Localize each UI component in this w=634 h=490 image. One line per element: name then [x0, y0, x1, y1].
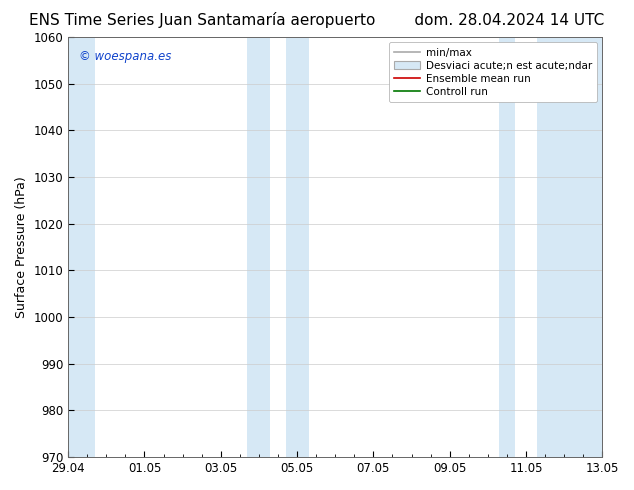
Bar [68, 37, 95, 457]
Bar [286, 37, 309, 457]
Legend: min/max, Desviaci acute;n est acute;ndar, Ensemble mean run, Controll run: min/max, Desviaci acute;n est acute;ndar… [389, 42, 597, 102]
Text: © woespana.es: © woespana.es [79, 50, 171, 63]
Bar [247, 37, 270, 457]
Bar [500, 37, 515, 457]
Text: ENS Time Series Juan Santamaría aeropuerto        dom. 28.04.2024 14 UTC: ENS Time Series Juan Santamaría aeropuer… [29, 12, 605, 28]
Bar [538, 37, 602, 457]
Y-axis label: Surface Pressure (hPa): Surface Pressure (hPa) [15, 176, 28, 318]
